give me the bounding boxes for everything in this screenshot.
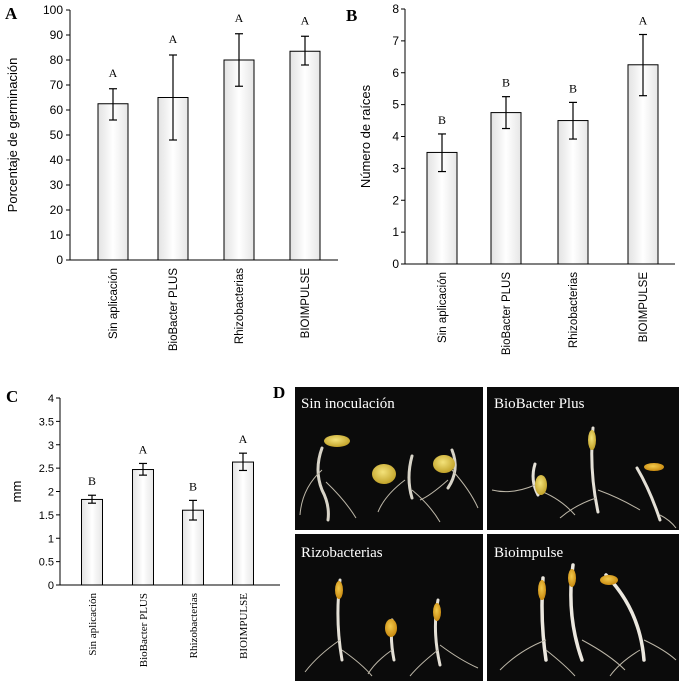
significance-letter: A bbox=[639, 14, 648, 28]
category-label: Rhizobacterias bbox=[568, 272, 580, 348]
category-label: BioBacter PLUS bbox=[501, 272, 513, 355]
chart-root-count: 0 1 2 3 4 5 6 7 8 Número de raíces B Sin aplicación… bbox=[358, 2, 675, 355]
significance-letter: B bbox=[88, 474, 96, 488]
y-tick-label: 0 bbox=[48, 580, 54, 592]
y-tick-label: 3.5 bbox=[39, 416, 54, 428]
significance-letter: A bbox=[169, 32, 178, 46]
significance-letter: A bbox=[139, 442, 148, 456]
category-label: Rhizobacterias bbox=[188, 593, 200, 658]
y-tick-label: 1.5 bbox=[39, 510, 54, 522]
bar bbox=[157, 97, 189, 261]
significance-letter: A bbox=[235, 11, 244, 25]
y-tick-label: 6 bbox=[392, 66, 399, 80]
y-tick-label: 70 bbox=[50, 78, 64, 92]
bar bbox=[232, 461, 254, 586]
y-tick-label: 1 bbox=[392, 225, 399, 239]
bar bbox=[223, 59, 255, 261]
category-label: BioBacter PLUS bbox=[138, 593, 150, 667]
bar bbox=[81, 498, 103, 586]
y-axis-label: mm bbox=[9, 481, 24, 503]
photo-panel: Sin inoculación BioBacter Plus Rizobacte… bbox=[293, 385, 681, 683]
category-label: Sin aplicación bbox=[437, 272, 449, 343]
y-tick-label: 90 bbox=[50, 28, 64, 42]
photo-rizobacterias bbox=[293, 532, 485, 683]
y-tick-label: 100 bbox=[43, 3, 63, 17]
y-tick-label: 7 bbox=[392, 34, 399, 48]
y-tick-label: 80 bbox=[50, 53, 64, 67]
photo-label-3: Rizobacterias bbox=[301, 545, 383, 561]
category-label: BioBacter PLUS bbox=[168, 268, 180, 351]
y-tick-label: 40 bbox=[50, 153, 64, 167]
significance-letter: B bbox=[189, 479, 197, 493]
category-label: Rhizobacterias bbox=[234, 268, 246, 344]
panel-letter-a: A bbox=[5, 4, 18, 23]
panel-letter-c: C bbox=[6, 387, 18, 406]
y-tick-label: 2 bbox=[392, 193, 399, 207]
category-label: Sin aplicación bbox=[87, 593, 99, 656]
bar bbox=[182, 509, 204, 586]
category-label: BIOIMPULSE bbox=[238, 593, 250, 659]
y-tick-label: 30 bbox=[50, 178, 64, 192]
category-label: Sin aplicación bbox=[108, 268, 120, 339]
panel-letter-d: D bbox=[273, 383, 285, 402]
bar bbox=[289, 50, 321, 261]
bar bbox=[490, 112, 522, 265]
bar bbox=[132, 469, 154, 586]
y-tick-label: 20 bbox=[50, 203, 64, 217]
y-tick-label: 3 bbox=[392, 161, 399, 175]
y-tick-label: 4 bbox=[392, 130, 399, 144]
category-label: BIOIMPULSE bbox=[638, 272, 650, 343]
bar bbox=[97, 103, 129, 261]
y-tick-label: 5 bbox=[392, 98, 399, 112]
significance-letter: B bbox=[569, 81, 577, 95]
significance-letter: A bbox=[239, 432, 248, 446]
photo-label-1: Sin inoculación bbox=[301, 396, 395, 412]
significance-letter: B bbox=[502, 76, 510, 90]
panel-letter-b: B bbox=[346, 6, 357, 25]
y-tick-label: 50 bbox=[50, 128, 64, 142]
chart-root-length: 0 0.5 1 1.5 2 2.5 3 3.5 4 mm B Sin aplicación A BioBa… bbox=[9, 393, 280, 667]
y-axis-label: Porcentaje de germinación bbox=[5, 58, 20, 213]
y-tick-label: 2.5 bbox=[39, 463, 54, 475]
y-tick-label: 8 bbox=[392, 2, 399, 16]
photo-label-2: BioBacter Plus bbox=[494, 396, 585, 412]
photo-label-4: Bioimpulse bbox=[494, 545, 564, 561]
y-tick-label: 2 bbox=[48, 487, 54, 499]
y-tick-label: 1 bbox=[48, 533, 54, 545]
category-label: BIOIMPULSE bbox=[300, 268, 312, 339]
y-tick-label: 60 bbox=[50, 103, 64, 117]
y-axis-label: Número de raíces bbox=[358, 84, 373, 188]
photo-bioimpulse bbox=[485, 532, 681, 683]
significance-letter: A bbox=[109, 66, 118, 80]
y-tick-label: 4 bbox=[48, 393, 54, 405]
chart-germination: 0 10 20 30 40 50 60 70 80 90 100 Porcentaje de germ… bbox=[5, 3, 338, 351]
y-tick-label: 0.5 bbox=[39, 557, 54, 569]
bar bbox=[557, 120, 589, 265]
bar bbox=[426, 151, 458, 265]
photo-sin-inoculacion bbox=[293, 385, 485, 532]
photo-biobacter-plus bbox=[485, 385, 681, 532]
y-tick-label: 10 bbox=[50, 228, 64, 242]
significance-letter: A bbox=[301, 13, 310, 27]
significance-letter: B bbox=[438, 113, 446, 127]
y-tick-label: 0 bbox=[56, 253, 63, 267]
y-tick-label: 0 bbox=[392, 257, 399, 271]
y-tick-label: 3 bbox=[48, 440, 54, 452]
